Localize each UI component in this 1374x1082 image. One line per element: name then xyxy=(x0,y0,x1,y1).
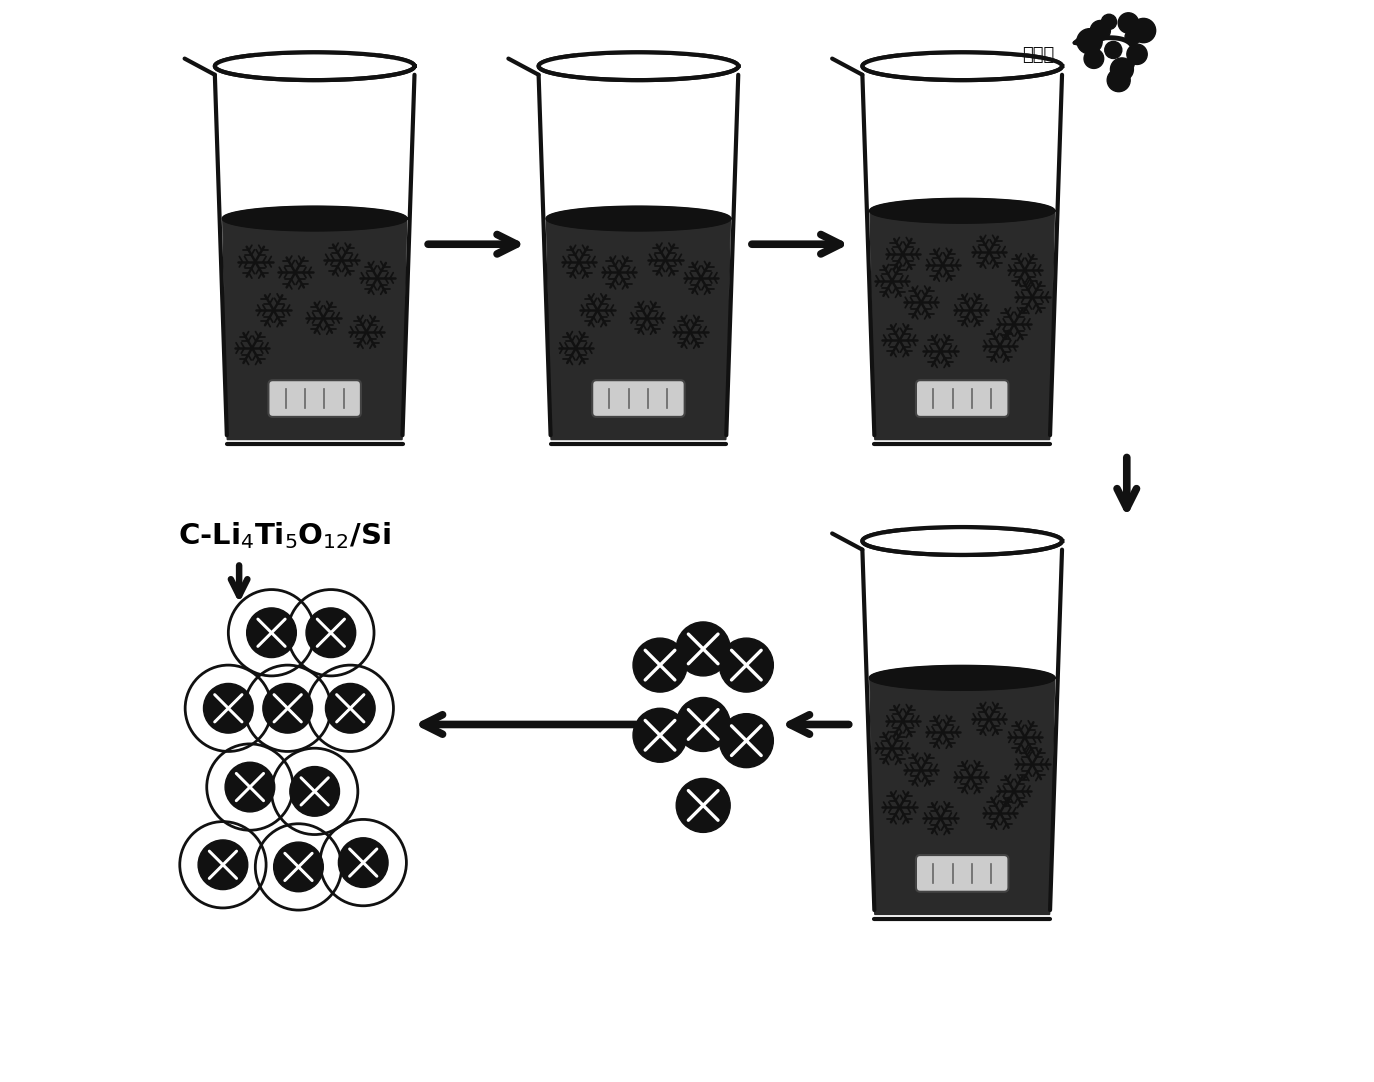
Circle shape xyxy=(676,698,730,751)
FancyBboxPatch shape xyxy=(592,380,684,417)
Circle shape xyxy=(290,766,339,816)
Circle shape xyxy=(1127,44,1147,65)
Circle shape xyxy=(1125,29,1140,44)
Circle shape xyxy=(273,842,323,892)
Circle shape xyxy=(245,665,331,751)
Circle shape xyxy=(272,749,357,834)
Circle shape xyxy=(256,823,342,910)
Polygon shape xyxy=(863,476,1062,541)
Circle shape xyxy=(633,638,687,692)
Circle shape xyxy=(1110,58,1134,81)
Polygon shape xyxy=(870,211,1054,439)
Circle shape xyxy=(720,714,774,767)
FancyBboxPatch shape xyxy=(268,380,361,417)
Circle shape xyxy=(206,744,293,830)
Circle shape xyxy=(308,665,393,751)
Polygon shape xyxy=(547,207,731,230)
Polygon shape xyxy=(223,207,407,230)
Polygon shape xyxy=(539,1,738,66)
Circle shape xyxy=(676,778,730,832)
Circle shape xyxy=(225,762,275,812)
Circle shape xyxy=(676,622,730,676)
Text: C-Li$_4$Ti$_5$O$_{12}$/Si: C-Li$_4$Ti$_5$O$_{12}$/Si xyxy=(177,520,390,551)
Polygon shape xyxy=(870,199,1054,223)
Polygon shape xyxy=(870,677,1055,914)
Circle shape xyxy=(1118,13,1139,34)
Circle shape xyxy=(1091,21,1110,41)
Circle shape xyxy=(203,684,253,734)
Circle shape xyxy=(180,821,267,908)
Circle shape xyxy=(198,840,247,889)
Polygon shape xyxy=(863,1,1062,66)
Circle shape xyxy=(262,684,312,734)
Circle shape xyxy=(1084,49,1103,68)
Circle shape xyxy=(185,665,272,751)
Circle shape xyxy=(228,590,315,676)
Text: 纳米硅: 纳米硅 xyxy=(1022,47,1054,64)
Circle shape xyxy=(1102,14,1117,29)
Circle shape xyxy=(633,709,687,762)
Circle shape xyxy=(338,837,387,887)
Circle shape xyxy=(326,684,375,734)
Circle shape xyxy=(1077,29,1102,54)
Polygon shape xyxy=(547,219,731,439)
FancyBboxPatch shape xyxy=(916,380,1009,417)
Circle shape xyxy=(306,608,356,658)
FancyBboxPatch shape xyxy=(916,855,1009,892)
Circle shape xyxy=(1105,41,1121,58)
Circle shape xyxy=(287,590,374,676)
Circle shape xyxy=(1131,18,1156,42)
Circle shape xyxy=(247,608,297,658)
Polygon shape xyxy=(214,1,415,66)
Circle shape xyxy=(720,638,774,692)
Polygon shape xyxy=(870,665,1055,690)
Polygon shape xyxy=(223,219,407,439)
Circle shape xyxy=(320,819,407,906)
Circle shape xyxy=(1107,68,1131,92)
